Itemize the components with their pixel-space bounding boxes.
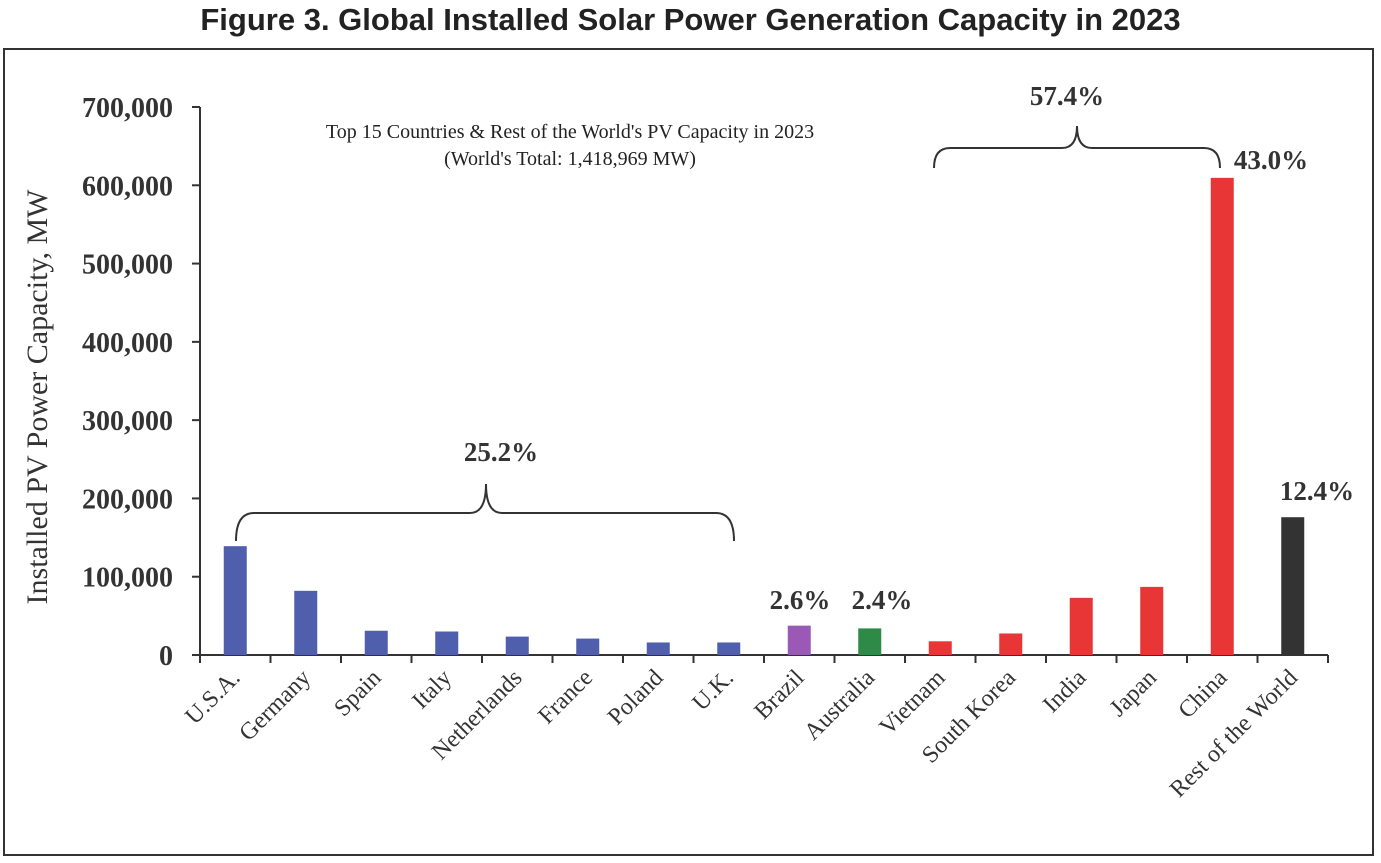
y-tick-label: 400,000 — [82, 328, 173, 359]
y-tick-label: 700,000 — [82, 93, 173, 124]
bar-india — [1069, 597, 1093, 655]
bar-south-korea — [999, 633, 1023, 655]
annotation-australia: 2.4% — [852, 585, 913, 615]
bar-brazil — [787, 625, 811, 655]
x-tick-label: Italy — [408, 665, 457, 714]
chart-frame — [3, 48, 1374, 856]
bracket-europe-us — [235, 483, 735, 542]
chart-subtitle-line2: (World's Total: 1,418,969 MW) — [444, 148, 696, 170]
annotation-china: 43.0% — [1234, 145, 1308, 175]
x-tick-label: Rest of the World — [1165, 665, 1303, 803]
bar-vietnam — [928, 641, 952, 655]
bar-germany — [294, 590, 318, 655]
bar-france — [576, 638, 600, 655]
y-tick-labels: 0 100,000 200,000 300,000 400,000 500,000 600,… — [82, 93, 173, 672]
bracket-asia — [933, 125, 1221, 169]
x-tick-label: Brazil — [750, 665, 810, 725]
bar-u-s-a- — [223, 546, 247, 655]
bar-spain — [364, 630, 388, 655]
y-tick-label: 300,000 — [82, 406, 173, 437]
x-tick-label: France — [533, 665, 598, 730]
bar-japan — [1140, 586, 1164, 655]
bar-poland — [646, 642, 670, 655]
axes — [192, 106, 1329, 663]
bar-netherlands — [505, 636, 529, 655]
x-tick-label: Japan — [1105, 665, 1162, 722]
bar-china — [1210, 177, 1234, 655]
bar-italy — [435, 631, 459, 655]
annotation-brazil: 2.6% — [770, 585, 831, 615]
x-tick-label: Australia — [799, 665, 880, 746]
annotation-rest-of-world: 12.4% — [1280, 476, 1354, 506]
figure-title: Figure 3. Global Installed Solar Power G… — [200, 2, 1181, 37]
bar-rest-of-the-world — [1281, 517, 1305, 655]
x-tick-label: Germany — [234, 665, 316, 747]
annotation-57-4: 57.4% — [1030, 81, 1104, 111]
x-tick-label: Poland — [603, 665, 669, 731]
y-tick-label: 200,000 — [82, 484, 173, 515]
y-tick-label: 600,000 — [82, 171, 173, 202]
x-tick-label: U.S.A. — [180, 665, 245, 730]
x-tick-label: Spain — [329, 665, 386, 722]
bar-australia — [858, 628, 882, 655]
y-tick-label: 500,000 — [82, 250, 173, 281]
x-tick-label: U.K. — [688, 665, 739, 716]
annotation-25-2: 25.2% — [464, 437, 538, 467]
x-tick-label: China — [1174, 665, 1233, 724]
y-tick-label: 100,000 — [82, 563, 173, 594]
bars — [223, 177, 1305, 655]
bar-u-k- — [717, 642, 741, 655]
y-tick-label: 0 — [159, 641, 173, 672]
x-tick-label: India — [1038, 665, 1091, 718]
chart-subtitle-line1: Top 15 Countries & Rest of the World's P… — [326, 121, 814, 143]
y-axis-label: Installed PV Power Capacity, MW — [21, 189, 54, 605]
